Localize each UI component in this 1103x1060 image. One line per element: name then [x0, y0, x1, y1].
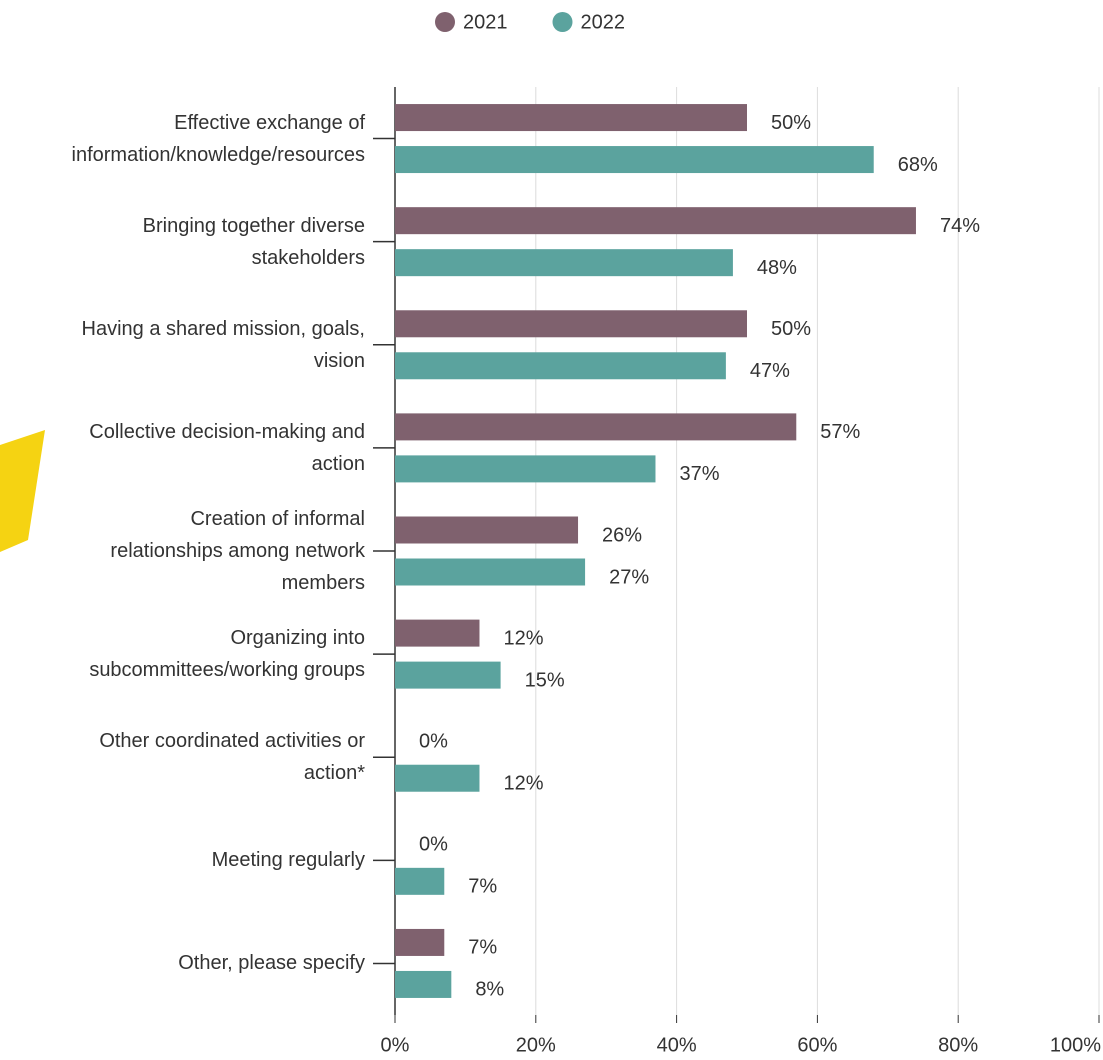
value-label: 0%	[419, 834, 448, 856]
x-tick-label: 0%	[381, 1034, 410, 1056]
x-tick-label: 60%	[797, 1034, 837, 1056]
bar	[395, 971, 451, 998]
legend-marker	[435, 12, 455, 32]
value-label: 37%	[679, 463, 719, 485]
y-tick-label: Having a shared mission, goals, vision	[0, 313, 365, 377]
legend-marker	[553, 12, 573, 32]
bar	[395, 559, 585, 586]
bar	[395, 207, 916, 234]
x-tick-label: 100%	[1050, 1034, 1101, 1056]
value-label: 15%	[525, 669, 565, 691]
bar	[395, 765, 479, 792]
value-label: 12%	[503, 627, 543, 649]
page: {"chart_data": {"type": "bar", "orientat…	[0, 0, 1103, 1060]
x-tick-label: 40%	[657, 1034, 697, 1056]
value-label: 50%	[771, 318, 811, 340]
bar	[395, 104, 747, 131]
y-tick-label: Organizing into subcommittees/working gr…	[0, 622, 365, 686]
value-label: 8%	[475, 979, 504, 1001]
bar	[395, 455, 655, 482]
bar	[395, 662, 501, 689]
value-label: 74%	[940, 215, 980, 237]
x-tick-label: 20%	[516, 1034, 556, 1056]
y-tick-label: Creation of informal relationships among…	[0, 503, 365, 599]
value-label: 7%	[468, 937, 497, 959]
bar	[395, 310, 747, 337]
legend-label: 2021	[463, 11, 508, 33]
value-label: 48%	[757, 257, 797, 279]
legend-label: 2022	[581, 11, 626, 33]
bar	[395, 620, 479, 647]
x-tick-label: 80%	[938, 1034, 978, 1056]
bar	[395, 146, 874, 173]
y-tick-label: Collective decision-making and action	[0, 416, 365, 480]
y-tick-label: Effective exchange of information/knowle…	[0, 107, 365, 171]
y-tick-label: Bringing together diverse stakeholders	[0, 210, 365, 274]
value-label: 57%	[820, 421, 860, 443]
bar	[395, 929, 444, 956]
bar	[395, 352, 726, 379]
bar	[395, 249, 733, 276]
value-label: 7%	[468, 876, 497, 898]
y-tick-label: Other, please specify	[0, 947, 365, 979]
value-label: 47%	[750, 360, 790, 382]
value-label: 0%	[419, 731, 448, 753]
value-label: 26%	[602, 524, 642, 546]
bar	[395, 517, 578, 544]
bar	[395, 413, 796, 440]
bar	[395, 868, 444, 895]
value-label: 27%	[609, 566, 649, 588]
value-label: 50%	[771, 112, 811, 134]
y-tick-label: Other coordinated activities or action*	[0, 725, 365, 789]
y-tick-label: Meeting regularly	[0, 844, 365, 876]
value-label: 68%	[898, 154, 938, 176]
value-label: 12%	[503, 773, 543, 795]
